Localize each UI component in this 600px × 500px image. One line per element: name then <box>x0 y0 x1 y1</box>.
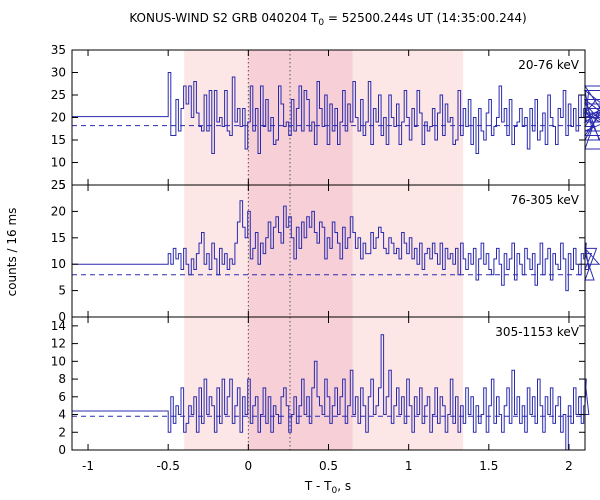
x-axis-label: T - T0, s <box>304 479 351 496</box>
x-tick-label: 0 <box>245 459 253 473</box>
y-tick-label: 0 <box>58 310 66 324</box>
y-tick-label: 2 <box>58 425 66 439</box>
panel-3: 0 2 4 6 8 10 12 14 305-1153 keV <box>51 316 590 457</box>
y-tick-label: 15 <box>51 231 66 245</box>
shaded-region-2 <box>248 185 353 317</box>
y-tick-label: 35 <box>51 43 66 57</box>
x-tick-label: 1 <box>405 459 413 473</box>
light-curve-series <box>72 200 600 292</box>
y-axis-label: counts / 16 ms <box>5 208 19 297</box>
y-tick-label: 14 <box>51 319 66 333</box>
y-tick-label: 10 <box>51 257 66 271</box>
x-tick-label: -1 <box>82 459 94 473</box>
y-tick-label: 4 <box>58 408 66 422</box>
panel-1: 5 10 15 20 25 30 35 20-76 keV <box>51 43 600 192</box>
x-axis-ticks: -1 -0.5 0 0.5 1 1.5 2 <box>82 459 573 473</box>
x-tick-label: -0.5 <box>156 459 179 473</box>
panel-2: 0 5 10 15 20 25 76-305 keV <box>51 178 600 324</box>
energy-band-label: 20-76 keV <box>518 58 580 72</box>
y-tick-label: 15 <box>51 133 66 147</box>
light-curve-series <box>72 72 600 154</box>
y-tick-label: 10 <box>51 354 66 368</box>
y-tick-label: 20 <box>51 111 66 125</box>
chart-title: KONUS-WIND S2 GRB 040204 T0 = 52500.244s… <box>129 11 526 28</box>
energy-band-label: 305-1153 keV <box>495 325 579 339</box>
y-tick-label: 6 <box>58 390 66 404</box>
x-tick-label: 1.5 <box>479 459 498 473</box>
light-curve-series <box>72 334 590 451</box>
shaded-region-2 <box>248 317 353 450</box>
y-tick-label: 5 <box>58 284 66 298</box>
y-tick-label: 30 <box>51 66 66 80</box>
y-tick-label: 10 <box>51 156 66 170</box>
x-tick-label: 0.5 <box>319 459 338 473</box>
y-tick-label: 5 <box>58 178 66 192</box>
x-tick-label: 2 <box>565 459 573 473</box>
y-tick-label: 12 <box>51 337 66 351</box>
shaded-region-2 <box>248 50 353 185</box>
energy-band-label: 76-305 keV <box>511 193 580 207</box>
y-tick-label: 25 <box>51 88 66 102</box>
y-tick-label: 8 <box>58 372 66 386</box>
y-tick-label: 0 <box>58 443 66 457</box>
y-tick-label: 25 <box>51 178 66 192</box>
y-tick-label: 20 <box>51 204 66 218</box>
